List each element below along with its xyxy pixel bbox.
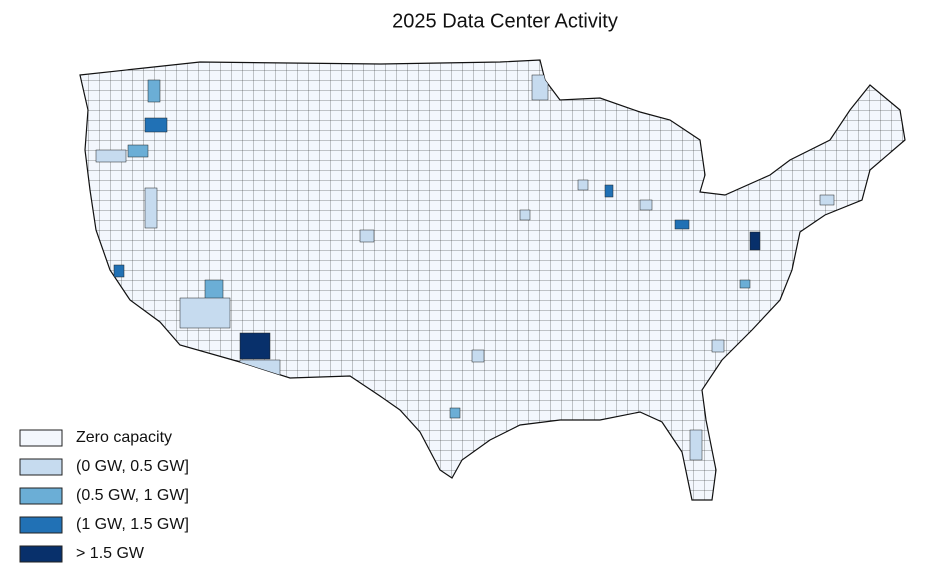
county xyxy=(471,349,485,363)
county xyxy=(689,429,703,461)
county xyxy=(144,117,168,133)
county xyxy=(739,279,751,289)
legend-swatch xyxy=(19,487,63,505)
county xyxy=(449,407,461,419)
legend-swatch xyxy=(19,458,63,476)
legend-label: (1 GW, 1.5 GW] xyxy=(76,516,189,533)
county xyxy=(639,199,653,211)
legend-swatch xyxy=(19,545,63,563)
county xyxy=(674,219,690,230)
legend: Zero capacity (0 GW, 0.5 GW] (0.5 GW, 1 GW… xyxy=(19,429,189,563)
legend-label: (0 GW, 0.5 GW] xyxy=(76,458,189,475)
county xyxy=(95,149,127,163)
county xyxy=(144,187,158,229)
county xyxy=(531,74,549,101)
us-map xyxy=(79,59,906,501)
county xyxy=(239,359,281,377)
county xyxy=(239,332,271,360)
county xyxy=(819,194,835,206)
county xyxy=(749,231,761,251)
us-outline xyxy=(79,59,906,501)
county xyxy=(113,264,125,278)
county xyxy=(519,209,531,221)
county xyxy=(147,79,161,103)
county xyxy=(711,339,725,353)
county xyxy=(359,229,375,243)
legend-swatch xyxy=(19,429,63,447)
county xyxy=(577,179,589,191)
legend-label: > 1.5 GW xyxy=(76,545,145,562)
county xyxy=(604,184,614,198)
legend-label: (0.5 GW, 1 GW] xyxy=(76,487,189,504)
map-title: 2025 Data Center Activity xyxy=(392,10,618,32)
legend-label: Zero capacity xyxy=(76,429,172,446)
county xyxy=(179,297,231,329)
legend-swatch xyxy=(19,516,63,534)
county xyxy=(127,144,149,158)
